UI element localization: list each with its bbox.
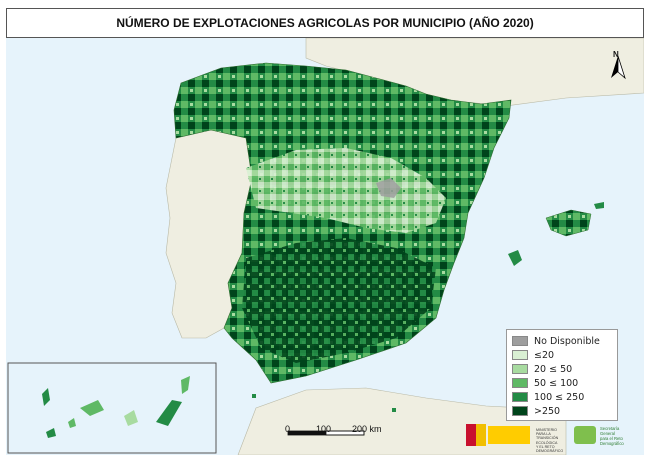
legend-swatch xyxy=(512,392,528,402)
reto-logo-mark xyxy=(574,426,596,444)
logos-strip: MINISTERIO PARA LA TRANSICIÓN ECOLÓGICA … xyxy=(466,422,642,454)
gov-logo xyxy=(466,424,596,446)
gov-logo-emblem xyxy=(466,424,476,446)
gov-logo-text: MINISTERIO PARA LA TRANSICIÓN ECOLÓGICA … xyxy=(536,428,564,454)
legend-swatch xyxy=(512,378,528,388)
spain-south-dark xyxy=(242,238,436,363)
legend-label: No Disponible xyxy=(534,335,600,347)
legend-label: >250 xyxy=(534,405,561,417)
canary-gomera xyxy=(68,418,76,428)
legend-item-100-250: 100 ≤ 250 xyxy=(512,390,612,404)
scale-tick-200: 200 km xyxy=(352,424,382,434)
canary-inset-box xyxy=(7,362,217,454)
legend-swatch xyxy=(512,406,528,416)
legend-label: 20 ≤ 50 xyxy=(534,363,573,375)
legend-swatch xyxy=(512,364,528,374)
north-arrow-icon xyxy=(611,55,626,80)
map-canvas xyxy=(6,38,644,455)
legend-label: 100 ≤ 250 xyxy=(534,391,585,403)
scale-bar xyxy=(287,430,365,436)
legend-label: ≤20 xyxy=(534,349,555,361)
legend-swatch xyxy=(512,336,528,346)
spain-no-data xyxy=(376,178,401,198)
canary-fuerteventura xyxy=(156,400,182,426)
canary-hierro xyxy=(46,428,56,438)
gov-logo-band xyxy=(488,426,530,444)
legend-item-no-data: No Disponible xyxy=(512,334,612,348)
scale-tick-0: 0 xyxy=(285,424,291,434)
legend-item-le20: ≤20 xyxy=(512,348,612,362)
legend-item-gt250: >250 xyxy=(512,404,612,418)
canary-gran-canaria xyxy=(124,410,138,426)
legend-label: 50 ≤ 100 xyxy=(534,377,579,389)
reto-logo-text: Secretaría General para el Reto Demográf… xyxy=(600,426,624,446)
map-title: NÚMERO DE EXPLOTACIONES AGRICOLAS POR MU… xyxy=(6,8,644,38)
map-legend: No Disponible ≤20 20 ≤ 50 50 ≤ 100 100 ≤… xyxy=(506,329,618,421)
scale-tick-100: 100 xyxy=(316,424,332,434)
melilla xyxy=(392,408,396,412)
canary-la-palma xyxy=(42,388,50,406)
legend-item-20-50: 20 ≤ 50 xyxy=(512,362,612,376)
ceuta xyxy=(252,394,256,398)
canary-lanzarote xyxy=(181,376,190,394)
ibiza-island xyxy=(508,250,522,266)
mallorca-island xyxy=(545,209,592,237)
north-arrow-label: N xyxy=(613,50,619,59)
menorca-island xyxy=(594,202,604,209)
legend-swatch xyxy=(512,350,528,360)
legend-item-50-100: 50 ≤ 100 xyxy=(512,376,612,390)
spain-central-light xyxy=(246,148,446,233)
canary-tenerife xyxy=(80,400,104,416)
